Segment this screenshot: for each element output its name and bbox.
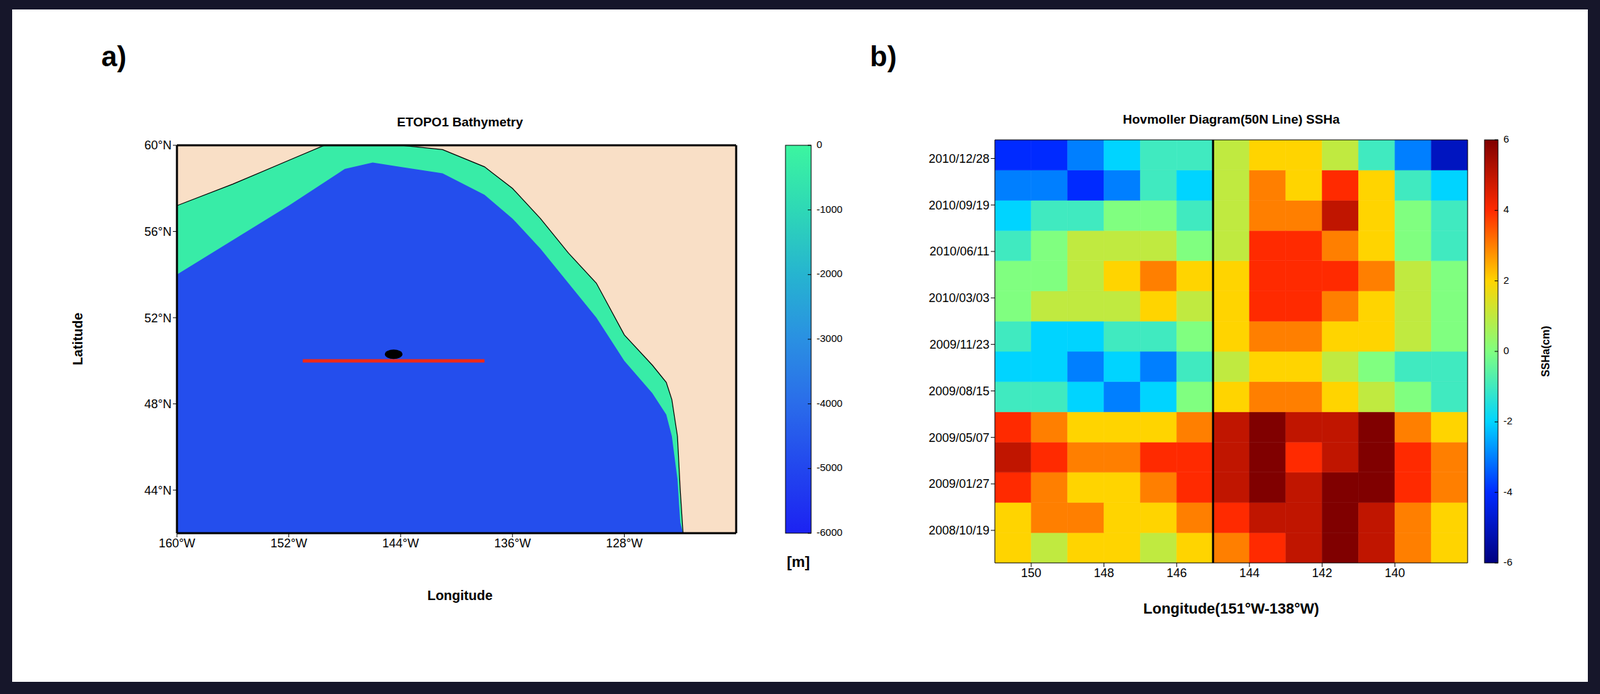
svg-text:0: 0 (1503, 344, 1509, 356)
svg-text:4: 4 (1503, 203, 1509, 215)
svg-text:-6000: -6000 (816, 526, 843, 538)
svg-text:144°W: 144°W (382, 536, 419, 550)
svg-text:56°N: 56°N (144, 224, 172, 239)
svg-text:[m]: [m] (786, 553, 810, 571)
svg-text:2009/01/27: 2009/01/27 (928, 476, 990, 491)
svg-text:148: 148 (1094, 565, 1115, 580)
svg-text:142: 142 (1312, 565, 1333, 580)
svg-text:48°N: 48°N (144, 397, 172, 411)
svg-text:-1000: -1000 (816, 203, 843, 215)
svg-text:-6: -6 (1503, 555, 1513, 568)
html-text:Longitude(151°W-138°W): Longitude(151°W-138°W) (1143, 599, 1320, 617)
html-text:Latitude: Latitude (69, 312, 85, 365)
svg-text:2009/08/15: 2009/08/15 (928, 384, 990, 398)
svg-text:60°N: 60°N (144, 138, 172, 152)
svg-text:-2: -2 (1503, 414, 1513, 427)
svg-text:150: 150 (1021, 565, 1042, 580)
svg-text:2010/12/28: 2010/12/28 (928, 151, 990, 166)
svg-text:-4000: -4000 (816, 397, 843, 409)
svg-text:-3000: -3000 (816, 332, 843, 344)
html-text:Hovmoller Diagram(50N Line) SS: Hovmoller Diagram(50N Line) SSHa (1122, 112, 1340, 127)
svg-text:146: 146 (1166, 565, 1187, 580)
svg-text:2009/05/07: 2009/05/07 (928, 430, 990, 445)
svg-text:152°W: 152°W (270, 536, 307, 550)
svg-text:6: 6 (1503, 133, 1509, 145)
svg-text:2: 2 (1503, 274, 1509, 286)
html-text:ETOPO1 Bathymetry: ETOPO1 Bathymetry (396, 114, 523, 129)
svg-text:2010/03/03: 2010/03/03 (928, 291, 990, 305)
svg-text:2009/11/23: 2009/11/23 (929, 337, 990, 352)
svg-text:2010/09/19: 2010/09/19 (928, 198, 990, 213)
svg-text:44°N: 44°N (144, 483, 172, 498)
svg-text:140: 140 (1384, 565, 1405, 580)
svg-text:160°W: 160°W (158, 536, 196, 550)
svg-text:128°W: 128°W (605, 536, 643, 550)
html-text:a): a) (101, 40, 127, 73)
svg-text:136°W: 136°W (494, 536, 531, 550)
svg-text:SSHa(cm): SSHa(cm) (1539, 325, 1552, 377)
html-text:b): b) (869, 40, 897, 73)
svg-text:0: 0 (816, 138, 822, 150)
svg-text:-2000: -2000 (816, 267, 843, 279)
html-text:Longitude: Longitude (427, 587, 493, 603)
svg-text:-4: -4 (1503, 485, 1513, 498)
svg-text:144: 144 (1239, 565, 1260, 580)
svg-text:2008/10/19: 2008/10/19 (928, 523, 990, 537)
svg-text:-5000: -5000 (816, 461, 843, 473)
svg-text:52°N: 52°N (144, 311, 172, 325)
svg-text:2010/06/11: 2010/06/11 (929, 244, 990, 258)
